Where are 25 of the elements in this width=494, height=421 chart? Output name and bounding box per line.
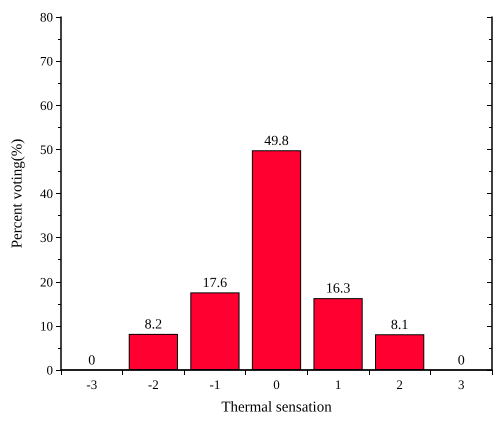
- data-label: 0: [88, 354, 96, 368]
- y-axis-title: Percent voting(%): [10, 138, 26, 248]
- y-tick-label: 80: [40, 10, 53, 24]
- y-tick-label: 50: [40, 142, 53, 157]
- data-label: 8.1: [390, 318, 408, 333]
- y-tick-label: 10: [40, 318, 53, 334]
- x-tick-label: -1: [210, 377, 220, 392]
- x-tick-label: 2: [396, 377, 403, 392]
- x-tick-label: 3: [458, 377, 464, 392]
- x-tick-label: -2: [148, 377, 159, 392]
- y-tick-label: 70: [40, 54, 53, 69]
- y-tick-label: 20: [40, 274, 53, 290]
- x-tick-label: 1: [334, 377, 342, 392]
- data-label: 49.8: [264, 134, 289, 149]
- data-label: 0: [458, 354, 465, 368]
- y-tick-label: 60: [40, 98, 53, 113]
- data-label: 16.3: [326, 282, 350, 297]
- x-tick-label: -3: [86, 377, 98, 392]
- y-tick-label: 40: [40, 186, 53, 201]
- data-label: 8.2: [144, 317, 162, 332]
- x-tick-label: 0: [273, 377, 280, 392]
- data-label: 17.6: [202, 276, 228, 291]
- y-tick-label: 30: [40, 230, 53, 246]
- y-tick-label: 0: [46, 362, 53, 378]
- x-axis-title: Thermal sensation: [221, 400, 332, 416]
